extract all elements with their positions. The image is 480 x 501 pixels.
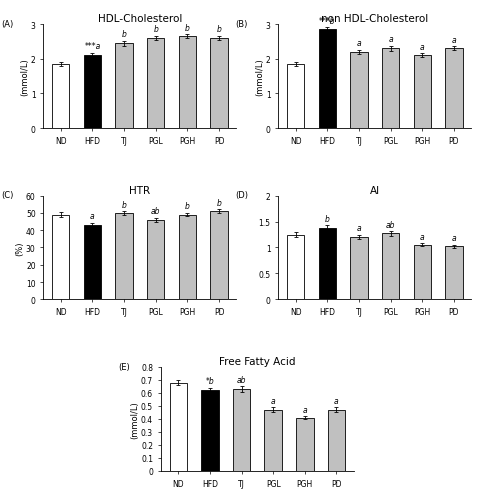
Text: b: b: [184, 24, 190, 33]
Y-axis label: (mmol/L): (mmol/L): [255, 58, 264, 96]
Title: AI: AI: [369, 185, 379, 195]
Text: b: b: [216, 25, 221, 34]
Bar: [296, 418, 313, 471]
Bar: [115, 44, 132, 129]
Bar: [115, 213, 132, 300]
Bar: [169, 383, 187, 471]
Bar: [178, 215, 196, 300]
Text: ab: ab: [385, 220, 395, 229]
Text: b: b: [153, 25, 158, 34]
Text: a: a: [90, 212, 95, 221]
Text: a: a: [356, 224, 360, 233]
Text: ab: ab: [151, 207, 160, 215]
Text: a: a: [302, 405, 307, 414]
Bar: [318, 228, 336, 300]
Text: b: b: [121, 200, 126, 209]
Bar: [349, 53, 367, 129]
Bar: [287, 235, 304, 300]
Bar: [210, 39, 227, 129]
Text: a: a: [419, 43, 424, 52]
Text: a: a: [387, 35, 392, 44]
Y-axis label: (mmol/L): (mmol/L): [20, 58, 29, 96]
Text: a: a: [334, 396, 338, 405]
Bar: [210, 212, 227, 300]
Text: ab: ab: [236, 375, 246, 384]
Title: Free Fatty Acid: Free Fatty Acid: [218, 357, 295, 366]
Bar: [444, 49, 462, 129]
Bar: [52, 65, 69, 129]
Bar: [413, 245, 430, 300]
Bar: [84, 225, 101, 300]
Bar: [381, 49, 398, 129]
Text: ***b: ***b: [318, 17, 335, 26]
Bar: [52, 215, 69, 300]
Title: HDL-Cholesterol: HDL-Cholesterol: [97, 15, 182, 24]
Bar: [327, 410, 345, 471]
Bar: [84, 56, 101, 129]
Text: ***a: ***a: [84, 42, 100, 51]
Bar: [178, 37, 196, 129]
Bar: [264, 410, 281, 471]
Bar: [381, 234, 398, 300]
Text: (E): (E): [118, 362, 130, 371]
Text: b: b: [184, 202, 190, 211]
Bar: [287, 65, 304, 129]
Text: a: a: [451, 36, 455, 45]
Text: b: b: [121, 30, 126, 39]
Y-axis label: (mmol/L): (mmol/L): [130, 400, 139, 438]
Text: (C): (C): [1, 191, 13, 200]
Bar: [201, 391, 218, 471]
Text: b: b: [216, 198, 221, 207]
Y-axis label: (%): (%): [15, 241, 24, 255]
Text: a: a: [356, 39, 360, 48]
Text: a: a: [419, 232, 424, 241]
Title: HTR: HTR: [129, 185, 150, 195]
Bar: [318, 30, 336, 129]
Bar: [349, 237, 367, 300]
Text: (A): (A): [1, 20, 13, 29]
Text: a: a: [270, 396, 275, 405]
Text: a: a: [451, 234, 455, 243]
Text: (D): (D): [235, 191, 248, 200]
Bar: [147, 220, 164, 300]
Bar: [147, 39, 164, 129]
Text: b: b: [324, 214, 329, 223]
Text: *b: *b: [205, 376, 214, 385]
Title: non HDL-Cholesterol: non HDL-Cholesterol: [321, 15, 428, 24]
Bar: [413, 56, 430, 129]
Bar: [444, 247, 462, 300]
Text: (B): (B): [235, 20, 248, 29]
Bar: [232, 389, 250, 471]
